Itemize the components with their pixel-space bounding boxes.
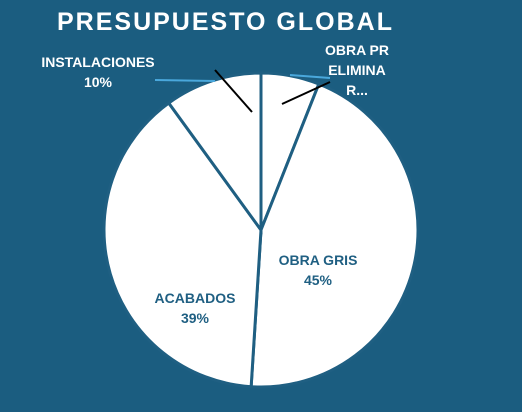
slice-label: OBRA GRIS <box>278 252 358 268</box>
leader-line <box>154 79 216 82</box>
data-label: INSTALACIONES 10% <box>41 52 154 92</box>
pie-slice <box>249 82 420 389</box>
chart-title: PRESUPUESTO GLOBAL <box>57 8 394 36</box>
pie-slice <box>102 100 263 389</box>
value-label: 10% <box>83 74 113 90</box>
leader-line <box>281 81 331 105</box>
data-label: OBRA PRELIMINAR... <box>321 40 393 100</box>
value-label: 45% <box>303 272 333 288</box>
leader-line <box>289 74 331 79</box>
data-label: ACABADOS 39% <box>155 288 236 328</box>
leader-line <box>214 69 253 113</box>
slice-label: ACABADOS <box>154 290 236 306</box>
slice-label: OBRA PRELIMINAR... <box>324 42 390 98</box>
value-label: 39% <box>180 310 210 326</box>
slice-label: INSTALACIONES <box>41 54 155 70</box>
data-label: OBRA GRIS 45% <box>279 250 358 290</box>
